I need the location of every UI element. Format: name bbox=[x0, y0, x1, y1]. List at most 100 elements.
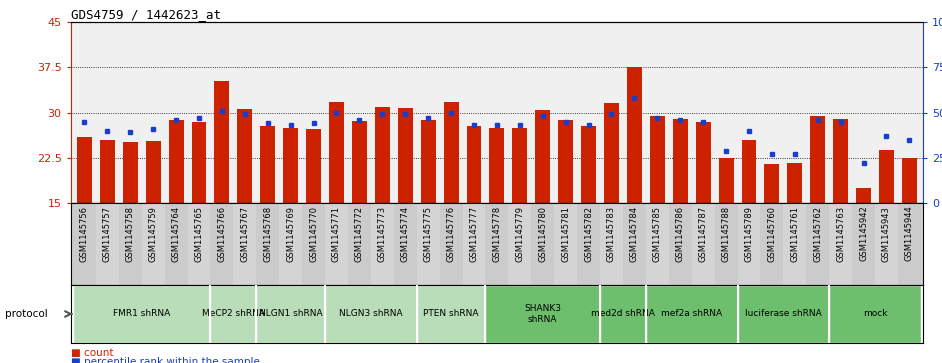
Bar bbox=[784, 203, 806, 285]
Text: GSM1145767: GSM1145767 bbox=[240, 206, 250, 262]
Bar bbox=[234, 203, 256, 285]
Bar bbox=[623, 203, 646, 285]
Bar bbox=[73, 285, 210, 343]
Text: GSM1145784: GSM1145784 bbox=[630, 206, 639, 262]
Text: GSM1145781: GSM1145781 bbox=[561, 206, 570, 262]
Text: GSM1145789: GSM1145789 bbox=[744, 206, 754, 262]
Bar bbox=[416, 203, 440, 285]
Text: GSM1145759: GSM1145759 bbox=[149, 206, 157, 262]
Bar bbox=[96, 203, 119, 285]
Text: GSM1145782: GSM1145782 bbox=[584, 206, 593, 262]
Text: SHANK3
shRNA: SHANK3 shRNA bbox=[525, 304, 561, 324]
Bar bbox=[325, 203, 348, 285]
Bar bbox=[187, 203, 210, 285]
Text: GSM1145773: GSM1145773 bbox=[378, 206, 387, 262]
Text: med2d shRNA: med2d shRNA bbox=[591, 310, 655, 318]
Bar bbox=[325, 285, 416, 343]
Bar bbox=[141, 203, 165, 285]
Bar bbox=[210, 285, 256, 343]
Text: GSM1145765: GSM1145765 bbox=[194, 206, 203, 262]
Bar bbox=[691, 203, 715, 285]
Text: GDS4759 / 1442623_at: GDS4759 / 1442623_at bbox=[71, 8, 220, 21]
Bar bbox=[738, 203, 760, 285]
Bar bbox=[627, 67, 642, 203]
Bar bbox=[577, 203, 600, 285]
Text: GSM1145761: GSM1145761 bbox=[790, 206, 800, 262]
Bar bbox=[306, 129, 321, 203]
Bar bbox=[879, 150, 894, 203]
Text: protocol: protocol bbox=[5, 309, 47, 319]
Bar bbox=[329, 102, 344, 203]
Text: GSM1145786: GSM1145786 bbox=[675, 206, 685, 262]
Bar bbox=[834, 119, 848, 203]
Text: GSM1145760: GSM1145760 bbox=[768, 206, 776, 262]
Bar bbox=[741, 140, 756, 203]
Bar bbox=[398, 108, 413, 203]
Bar bbox=[650, 115, 665, 203]
Bar bbox=[719, 158, 734, 203]
Bar bbox=[466, 126, 481, 203]
Bar bbox=[853, 203, 875, 285]
Text: GSM1145785: GSM1145785 bbox=[653, 206, 662, 262]
Bar bbox=[375, 107, 390, 203]
Text: MeCP2 shRNA: MeCP2 shRNA bbox=[202, 310, 265, 318]
Bar bbox=[260, 126, 275, 203]
Bar bbox=[715, 203, 738, 285]
Bar bbox=[73, 203, 96, 285]
Bar bbox=[421, 121, 435, 203]
Bar bbox=[600, 203, 623, 285]
Bar bbox=[215, 81, 229, 203]
Text: GSM1145764: GSM1145764 bbox=[171, 206, 181, 262]
Bar bbox=[512, 128, 528, 203]
Bar bbox=[554, 203, 577, 285]
Bar bbox=[531, 203, 554, 285]
Bar bbox=[604, 103, 619, 203]
Text: GSM1145770: GSM1145770 bbox=[309, 206, 318, 262]
Bar bbox=[302, 203, 325, 285]
Bar bbox=[669, 203, 691, 285]
Bar bbox=[829, 203, 853, 285]
Text: GSM1145943: GSM1145943 bbox=[882, 206, 891, 262]
Bar bbox=[765, 164, 779, 203]
Text: GSM1145762: GSM1145762 bbox=[813, 206, 822, 262]
Bar bbox=[352, 121, 366, 203]
Bar bbox=[237, 109, 252, 203]
Text: GSM1145771: GSM1145771 bbox=[332, 206, 341, 262]
Bar bbox=[463, 203, 485, 285]
Text: GSM1145769: GSM1145769 bbox=[286, 206, 295, 262]
Bar bbox=[256, 285, 325, 343]
Text: luciferase shRNA: luciferase shRNA bbox=[745, 310, 821, 318]
Text: GSM1145779: GSM1145779 bbox=[515, 206, 525, 262]
Bar bbox=[256, 203, 279, 285]
Bar bbox=[394, 203, 416, 285]
Text: GSM1145766: GSM1145766 bbox=[218, 206, 226, 262]
Bar bbox=[119, 203, 141, 285]
Bar bbox=[279, 203, 302, 285]
Bar bbox=[788, 163, 803, 203]
Bar bbox=[875, 203, 898, 285]
Bar bbox=[348, 203, 371, 285]
Bar bbox=[440, 203, 463, 285]
Text: NLGN3 shRNA: NLGN3 shRNA bbox=[339, 310, 402, 318]
Text: mock: mock bbox=[863, 310, 887, 318]
Text: NLGN1 shRNA: NLGN1 shRNA bbox=[259, 310, 322, 318]
Bar bbox=[760, 203, 784, 285]
Bar bbox=[806, 203, 829, 285]
Bar bbox=[165, 203, 187, 285]
Bar bbox=[646, 203, 669, 285]
Bar bbox=[284, 128, 298, 203]
Bar bbox=[210, 203, 234, 285]
Bar bbox=[600, 285, 646, 343]
Text: GSM1145788: GSM1145788 bbox=[722, 206, 731, 262]
Bar bbox=[901, 158, 917, 203]
Text: GSM1145763: GSM1145763 bbox=[836, 206, 845, 262]
Text: GSM1145768: GSM1145768 bbox=[263, 206, 272, 262]
Bar bbox=[673, 119, 688, 203]
Bar bbox=[646, 285, 738, 343]
Bar bbox=[485, 285, 600, 343]
Bar bbox=[169, 120, 184, 203]
Text: GSM1145772: GSM1145772 bbox=[355, 206, 364, 262]
Bar bbox=[581, 126, 596, 203]
Bar bbox=[696, 122, 710, 203]
Bar bbox=[371, 203, 394, 285]
